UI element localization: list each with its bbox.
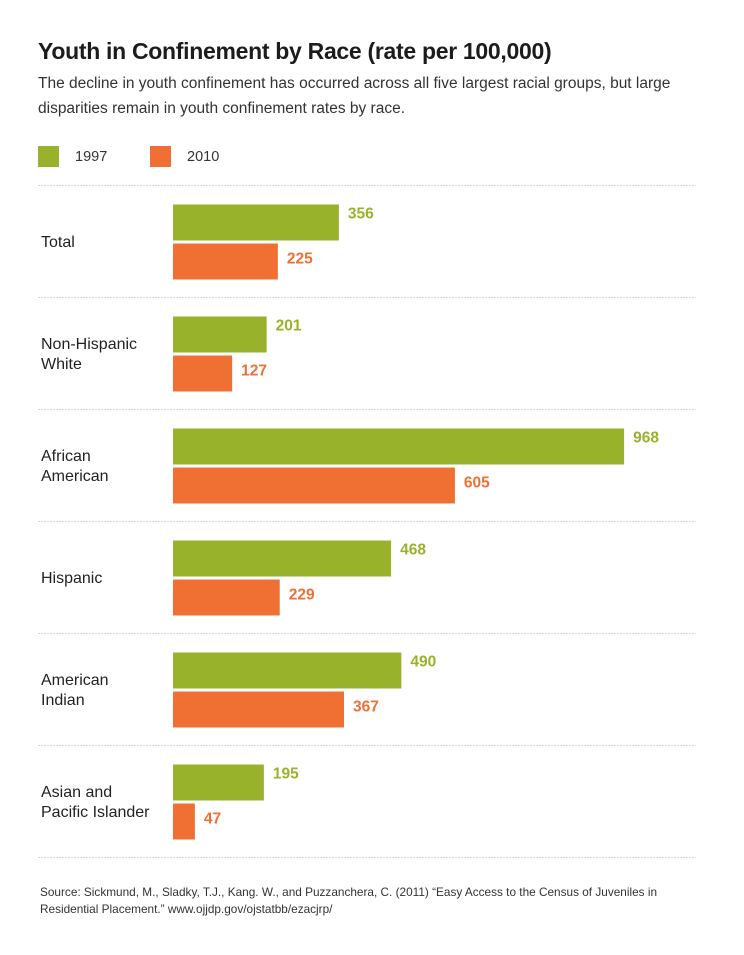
bar-2010: [173, 467, 455, 504]
bar-1997: [173, 540, 392, 577]
bar-2010: [173, 355, 233, 392]
value-label-1997: 201: [276, 318, 302, 335]
value-label-2010: 229: [289, 587, 315, 604]
legend-item-1997: 1997: [38, 146, 107, 167]
bar-2010: [173, 243, 278, 280]
category-label: American: [41, 672, 109, 689]
category-label: Non-Hispanic: [41, 336, 137, 353]
bar-1997: [173, 316, 267, 353]
bar-chart: Total 356 225 Non-Hispanic White 201 127 Africa…: [38, 185, 696, 858]
value-label-1997: 968: [633, 430, 659, 447]
category-label: Pacific Islander: [41, 804, 150, 821]
bar-2010: [173, 579, 280, 616]
category-label: African: [41, 448, 91, 465]
category-label: Asian and: [41, 784, 112, 801]
category-label: Total: [41, 234, 75, 251]
value-label-1997: 468: [400, 542, 426, 559]
legend-swatch-2010: [150, 146, 171, 167]
bar-2010: [173, 803, 195, 840]
bar-2010: [173, 691, 345, 728]
source-note: Source: Sickmund, M., Sladky, T.J., Kang…: [40, 885, 658, 916]
value-label-2010: 47: [204, 811, 221, 828]
bar-1997: [173, 428, 625, 465]
value-label-2010: 127: [241, 363, 267, 380]
category-label: Hispanic: [41, 570, 102, 587]
chart-subtitle: The decline in youth confinement has occ…: [38, 75, 671, 117]
bar-1997: [173, 204, 339, 241]
chart-title: Youth in Confinement by Race (rate per 1…: [38, 38, 552, 64]
value-label-1997: 195: [273, 766, 299, 783]
legend-label-2010: 2010: [187, 148, 220, 165]
legend-label-1997: 1997: [75, 148, 108, 165]
category-label: American: [41, 468, 109, 485]
value-label-2010: 367: [353, 699, 379, 716]
bar-1997: [173, 652, 402, 689]
value-label-1997: 356: [348, 206, 374, 223]
category-label: White: [41, 356, 82, 373]
category-label: Indian: [41, 692, 85, 709]
legend-swatch-1997: [38, 146, 59, 167]
legend-item-2010: 2010: [150, 146, 219, 167]
value-label-2010: 605: [464, 475, 490, 492]
value-label-2010: 225: [287, 251, 313, 268]
value-label-1997: 490: [410, 654, 436, 671]
bar-1997: [173, 764, 264, 801]
